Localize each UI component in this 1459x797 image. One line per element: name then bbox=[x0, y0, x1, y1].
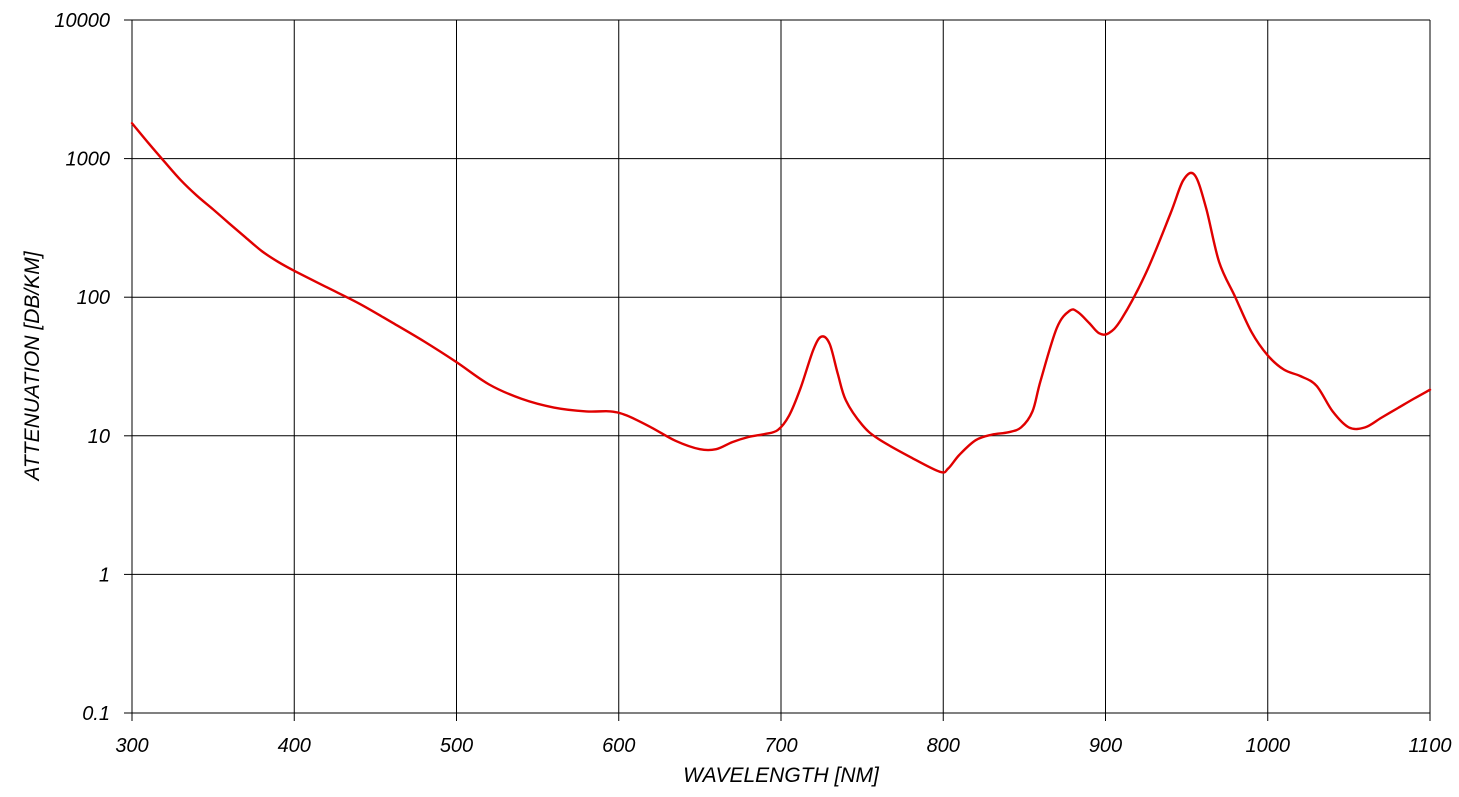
y-tick-labels: 0.1 1 10 100 1000 10000 bbox=[54, 10, 110, 725]
x-tick-label: 500 bbox=[440, 735, 473, 757]
y-tick-label: 1000 bbox=[66, 149, 111, 171]
x-tick-label: 700 bbox=[764, 735, 797, 757]
x-tick-label: 900 bbox=[1089, 735, 1122, 757]
attenuation-series-line bbox=[130, 122, 1432, 474]
x-tick-label: 300 bbox=[115, 735, 148, 757]
y-tick-label: 1 bbox=[99, 564, 110, 586]
grid bbox=[124, 19, 1431, 721]
y-tick-label: 10 bbox=[88, 426, 110, 448]
x-tick-label: 1000 bbox=[1246, 735, 1291, 757]
series-layer bbox=[130, 122, 1432, 474]
x-tick-label: 1100 bbox=[1408, 735, 1451, 757]
x-tick-label: 800 bbox=[927, 735, 960, 757]
y-tick-label: 100 bbox=[77, 287, 110, 309]
x-tick-labels: 300 400 500 600 700 800 900 1000 1100 bbox=[115, 735, 1451, 757]
y-axis-title: ATTENUATION [DB/KM] bbox=[21, 250, 44, 482]
y-tick-label: 10000 bbox=[54, 10, 110, 32]
x-axis-title: WAVELENGTH [NM] bbox=[683, 764, 880, 787]
x-tick-label: 400 bbox=[278, 735, 311, 757]
y-tick-label: 0.1 bbox=[82, 703, 110, 725]
x-tick-label: 600 bbox=[602, 735, 635, 757]
